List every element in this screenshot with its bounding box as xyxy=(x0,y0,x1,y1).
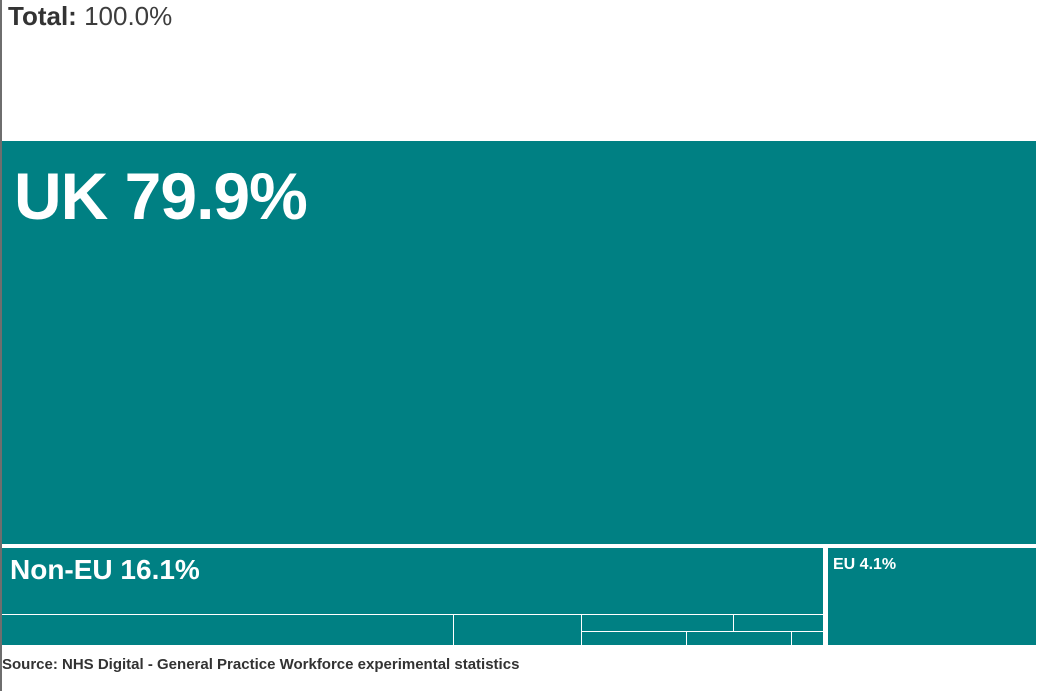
chart-title: Total: 100.0% xyxy=(8,0,172,33)
tile-label-non-eu: Non-EU 16.1% xyxy=(10,554,200,585)
treemap-tile-eu[interactable]: EU 4.1% xyxy=(828,548,1036,645)
page-left-border xyxy=(0,0,2,691)
source-credit: Source: NHS Digital - General Practice W… xyxy=(2,656,520,673)
total-value: 100.0% xyxy=(84,1,173,31)
total-label: Total: xyxy=(8,1,77,31)
treemap-tile-non-eu-sub-1[interactable] xyxy=(2,615,453,645)
tile-label-uk: UK 79.9% xyxy=(14,159,308,233)
treemap-tile-non-eu-sub-6[interactable] xyxy=(687,632,791,645)
treemap-tile-uk[interactable]: UK 79.9% xyxy=(2,141,1036,544)
tile-label-eu: EU 4.1% xyxy=(833,556,897,573)
treemap-tile-non-eu-sub-5[interactable] xyxy=(582,632,686,645)
treemap-tile-non-eu-sub-2[interactable] xyxy=(454,615,581,645)
treemap-tile-non-eu-sub-7[interactable] xyxy=(792,632,823,645)
treemap-tile-non-eu-sub-3[interactable] xyxy=(582,615,733,631)
treemap-tile-non-eu[interactable]: Non-EU 16.1% xyxy=(2,548,823,614)
treemap-tile-non-eu-sub-4[interactable] xyxy=(734,615,823,631)
